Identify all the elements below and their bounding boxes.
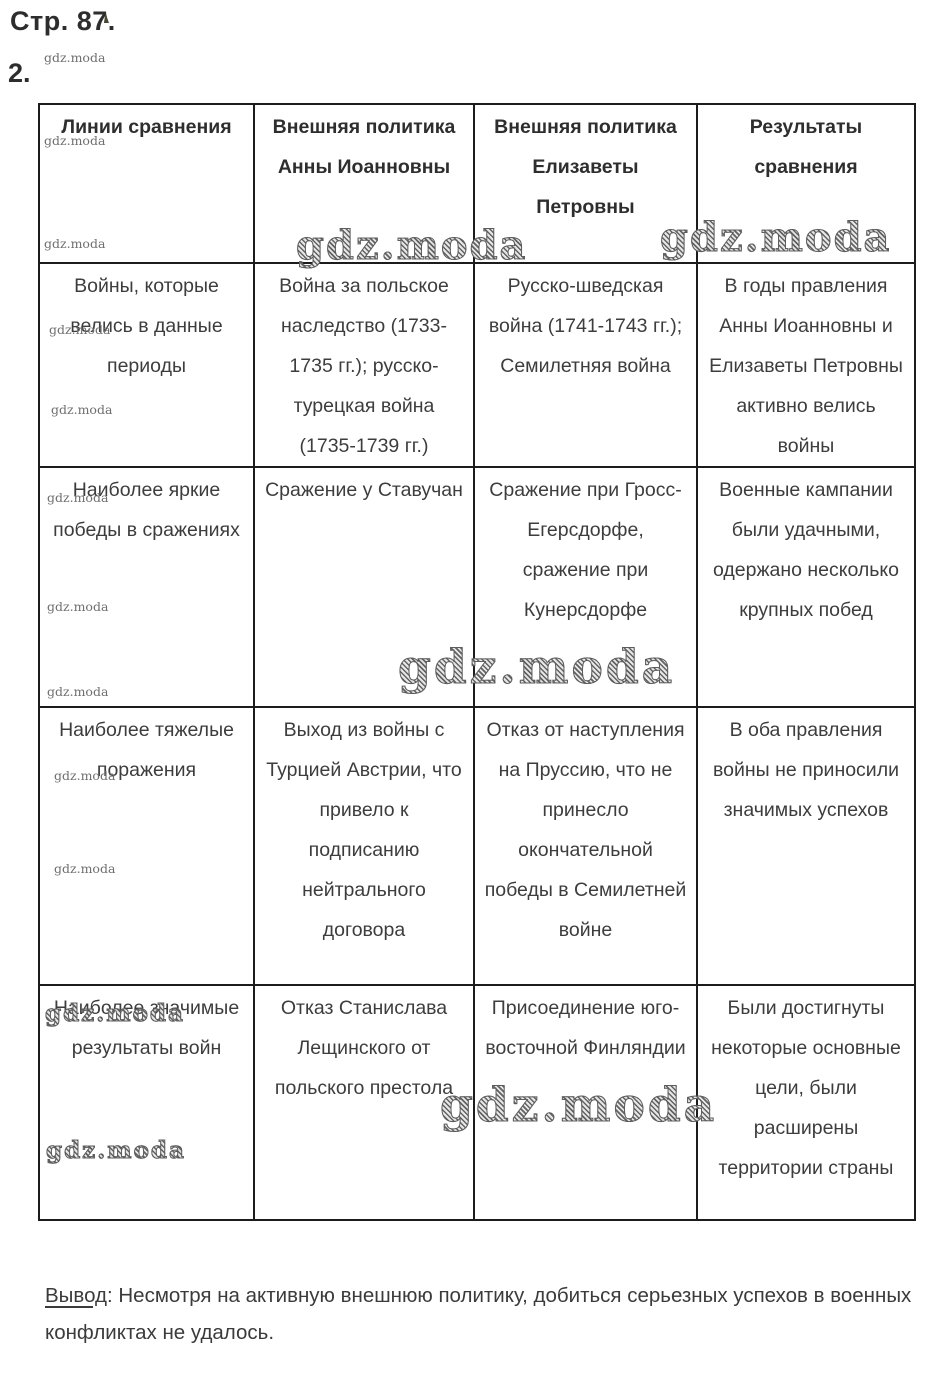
cell-result: В годы правления Анны Иоанновны и Елизав… — [696, 262, 916, 468]
cell-criterion: Наиболее значимые результаты войн — [38, 984, 255, 1221]
cell-anna: Война за польское наследство (1733-1735 … — [253, 262, 475, 468]
conclusion: Вывод: Несмотря на активную внешнюю поли… — [45, 1277, 923, 1351]
task-number: 2. — [8, 58, 31, 88]
cell-result: В оба правления войны не приносили значи… — [696, 706, 916, 986]
cell-result: Военные кампании были удачными, одержано… — [696, 466, 916, 708]
cell-anna: Отказ Станислава Лещинского от польского… — [253, 984, 475, 1221]
cell-elizaveta: Отказ от наступления на Пруссию, что не … — [473, 706, 698, 986]
cell-criterion: Наиболее яркие победы в сражениях — [38, 466, 255, 708]
stray-mark — [103, 12, 109, 23]
col-header-results: Результаты сравнения — [696, 103, 916, 264]
cell-anna: Выход из войны с Турцией Австрии, что пр… — [253, 706, 475, 986]
table-row: Наиболее значимые результаты войн Отказ … — [38, 984, 916, 1221]
col-header-anna: Внешняя политика Анны Иоанновны — [253, 103, 475, 264]
cell-elizaveta: Русско-шведская война (1741-1743 гг.); С… — [473, 262, 698, 468]
cell-anna: Сражение у Ставучан — [253, 466, 475, 708]
cell-criterion: Войны, которые велись в данные периоды — [38, 262, 255, 468]
table-row: Войны, которые велись в данные периоды В… — [38, 262, 916, 468]
conclusion-text: : Несмотря на активную внешнюю политику,… — [45, 1283, 912, 1344]
comparison-table: Линии сравнения Внешняя политика Анны Ио… — [38, 103, 916, 1221]
table-row: Наиболее тяжелые поражения Выход из войн… — [38, 706, 916, 986]
cell-elizaveta: Сражение при Гросс-Егерсдорфе, сражение … — [473, 466, 698, 708]
conclusion-label: Вывод — [45, 1283, 107, 1307]
page-title: Стр. 87. — [10, 6, 116, 36]
cell-criterion: Наиболее тяжелые поражения — [38, 706, 255, 986]
cell-result: Были достигнуты некоторые основные цели,… — [696, 984, 916, 1221]
cell-elizaveta: Присоединение юго-восточной Финляндии — [473, 984, 698, 1221]
col-header-elizaveta: Внешняя политика Елизаветы Петровны — [473, 103, 698, 264]
table-header-row: Линии сравнения Внешняя политика Анны Ио… — [38, 103, 916, 264]
gdz-watermark: gdz.moda — [44, 50, 106, 65]
table-row: Наиболее яркие победы в сражениях Сражен… — [38, 466, 916, 708]
col-header-criteria: Линии сравнения — [38, 103, 255, 264]
